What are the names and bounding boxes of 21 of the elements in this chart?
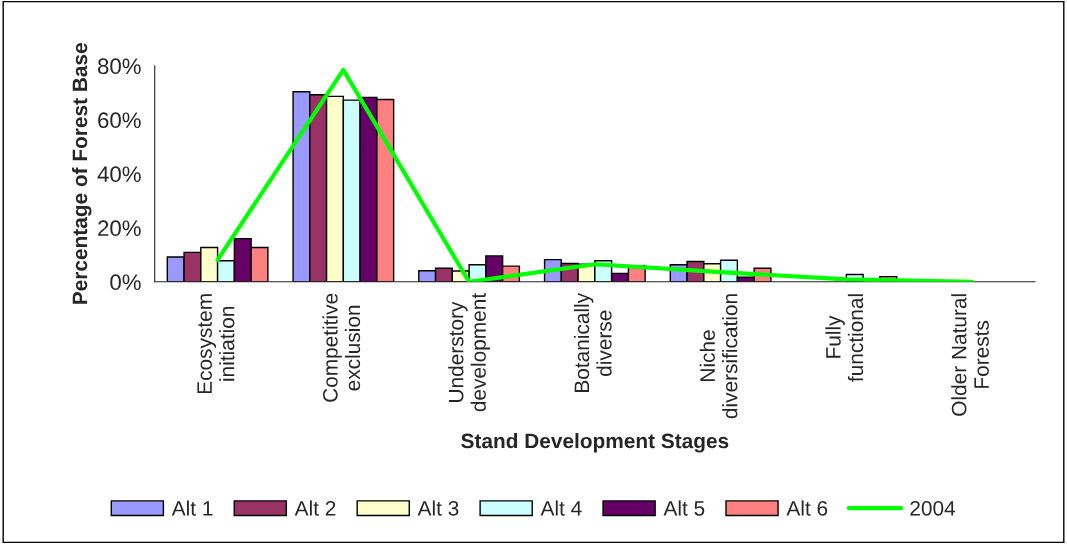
x-tick-label: Botanically diverse: [573, 292, 612, 392]
y-tick-label: 60%: [98, 112, 141, 129]
x-tick-label: Fully functional: [825, 294, 864, 382]
y-axis-title: Percentage of Forest Base: [71, 43, 92, 304]
y-tick-label: 0%: [110, 274, 141, 291]
legend-label: 2004: [910, 500, 956, 516]
legend-label: Alt 2: [294, 500, 336, 516]
legend-label: Alt 3: [417, 500, 459, 516]
y-tick-label: 40%: [97, 166, 141, 183]
x-axis-title: Stand Development Stages: [461, 433, 729, 453]
x-tick-label: Competitive exclusion: [322, 293, 361, 402]
x-tick-label: Older Natural Forests: [951, 294, 989, 416]
x-tick-label: Understory development: [448, 293, 491, 412]
legend-label: Alt 6: [786, 500, 828, 516]
y-tick-label: 80%: [98, 58, 141, 75]
legend-label: Alt 5: [663, 500, 705, 516]
x-tick-label: Ecosystem initiation: [197, 294, 235, 394]
legend-label: Alt 4: [540, 500, 582, 516]
legend-label: Alt 1: [171, 500, 213, 516]
x-tick-label: Niche diversification: [699, 294, 738, 419]
y-tick-label: 20%: [98, 220, 141, 237]
